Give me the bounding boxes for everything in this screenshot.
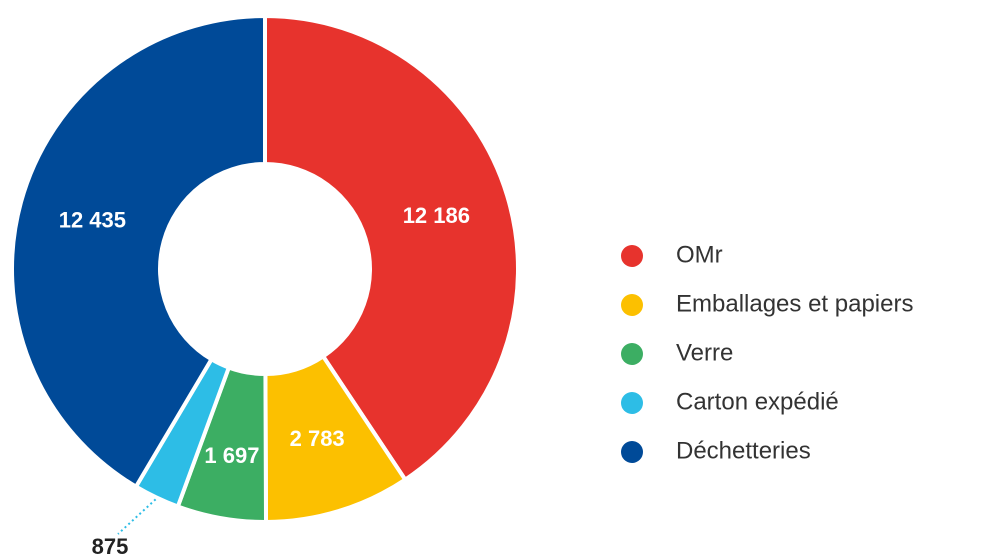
legend-label: Déchetteries [676,437,811,464]
leader-line [117,498,157,535]
legend-label: Emballages et papiers [676,290,913,317]
data-label: 1 697 [204,443,259,468]
legend-swatch [621,343,643,365]
legend-swatch [621,441,643,463]
data-label: 2 783 [290,426,345,451]
slice [10,13,267,490]
legend-label: Carton expédié [676,388,839,415]
legend-label: Verre [676,339,733,366]
data-label: 875 [92,534,129,559]
legend-swatch [621,294,643,316]
legend-label: OMr [676,241,723,268]
legend-swatch [621,392,643,414]
data-label: 12 186 [403,203,470,228]
legend-swatch [621,245,643,267]
data-label: 12 435 [59,207,126,232]
